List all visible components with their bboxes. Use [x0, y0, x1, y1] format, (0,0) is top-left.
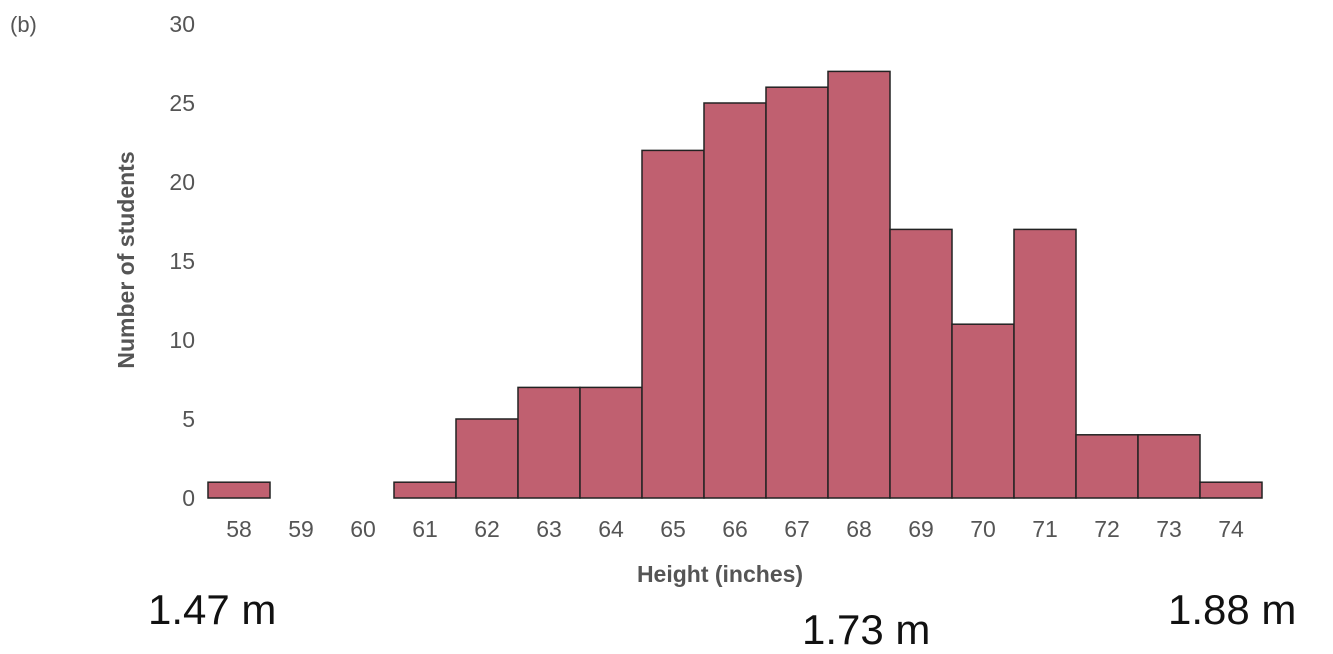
bar-69: [889, 228, 953, 499]
x-tick-label: 64: [598, 516, 624, 542]
y-tick-label: 25: [169, 90, 195, 116]
bar-68: [827, 70, 891, 499]
x-tick-label: 73: [1156, 516, 1182, 542]
x-tick-label: 63: [536, 516, 562, 542]
bar-66: [703, 102, 767, 499]
x-tick-label: 68: [846, 516, 872, 542]
x-tick-label: 59: [288, 516, 314, 542]
bar-61: [393, 481, 457, 499]
x-axis-ticks: 58 59 60 61 62 63 64 65 66 67 68 69 70 71 72 73 74: [226, 516, 1244, 542]
bar-67: [765, 86, 829, 499]
bars: [207, 70, 1263, 499]
x-tick-label: 74: [1218, 516, 1244, 542]
y-axis-title: Number of students: [113, 151, 139, 368]
x-tick-label: 60: [350, 516, 376, 542]
x-tick-label: 65: [660, 516, 686, 542]
x-tick-label: 67: [784, 516, 810, 542]
x-axis-title: Height (inches): [637, 561, 803, 587]
x-tick-label: 71: [1032, 516, 1058, 542]
y-tick-label: 0: [182, 485, 195, 511]
x-tick-label: 61: [412, 516, 438, 542]
y-tick-label: 15: [169, 248, 195, 274]
bar-63: [517, 386, 581, 499]
bar-74: [1199, 481, 1263, 499]
annotation-middle: 1.73 m: [802, 606, 931, 653]
bar-62: [455, 418, 519, 499]
y-tick-label: 20: [169, 169, 195, 195]
bar-70: [951, 323, 1015, 499]
y-tick-label: 5: [182, 406, 195, 432]
bar-72: [1075, 434, 1139, 499]
y-axis-ticks: 0 5 10 15 20 25 30: [169, 11, 195, 511]
x-tick-label: 72: [1094, 516, 1120, 542]
x-tick-label: 62: [474, 516, 500, 542]
y-tick-label: 10: [169, 327, 195, 353]
x-tick-label: 69: [908, 516, 934, 542]
x-tick-label: 58: [226, 516, 252, 542]
annotation-right: 1.88 m: [1168, 586, 1297, 633]
annotation-left: 1.47 m: [148, 586, 277, 633]
x-tick-label: 70: [970, 516, 996, 542]
bar-73: [1137, 434, 1201, 499]
bar-64: [579, 386, 643, 499]
bar-65: [641, 149, 705, 499]
bar-71: [1013, 228, 1077, 499]
panel-label: (b): [10, 12, 37, 37]
y-tick-label: 30: [169, 11, 195, 37]
bar-58: [207, 481, 271, 499]
x-tick-label: 66: [722, 516, 748, 542]
